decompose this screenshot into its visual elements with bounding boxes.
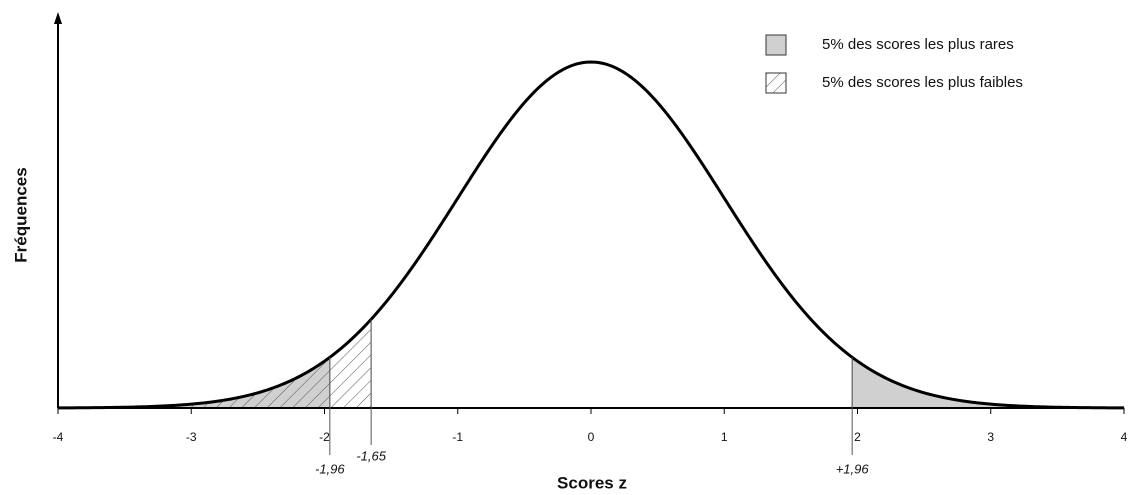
x-tick-label: 3: [987, 430, 994, 444]
tail-area: [57, 318, 372, 409]
x-tick-label: 2: [854, 430, 861, 444]
x-tick-label: 1: [721, 430, 728, 444]
x-tick-label: -3: [186, 430, 197, 444]
critical-label: -1,96: [315, 461, 345, 476]
x-tick-label: -1: [452, 430, 463, 444]
critical-label: +1,96: [836, 461, 870, 476]
x-axis-label: Scores z: [557, 473, 627, 492]
legend-label: 5% des scores les plus rares: [822, 36, 1014, 53]
legend-swatch: [765, 34, 787, 56]
x-tick-label: 4: [1121, 430, 1128, 444]
y-axis-arrow: [54, 12, 62, 24]
legend-swatch: [765, 72, 787, 94]
x-tick-label: -4: [53, 430, 64, 444]
areas: [57, 318, 1125, 409]
x-tick-label: 0: [588, 430, 595, 444]
legend-label: 5% des scores les plus faibles: [822, 74, 1023, 91]
density-curve: [57, 60, 1125, 410]
y-axis-label: Fréquences: [11, 167, 30, 262]
x-tick-label: -2: [319, 430, 330, 444]
critical-label: -1,65: [356, 448, 386, 463]
